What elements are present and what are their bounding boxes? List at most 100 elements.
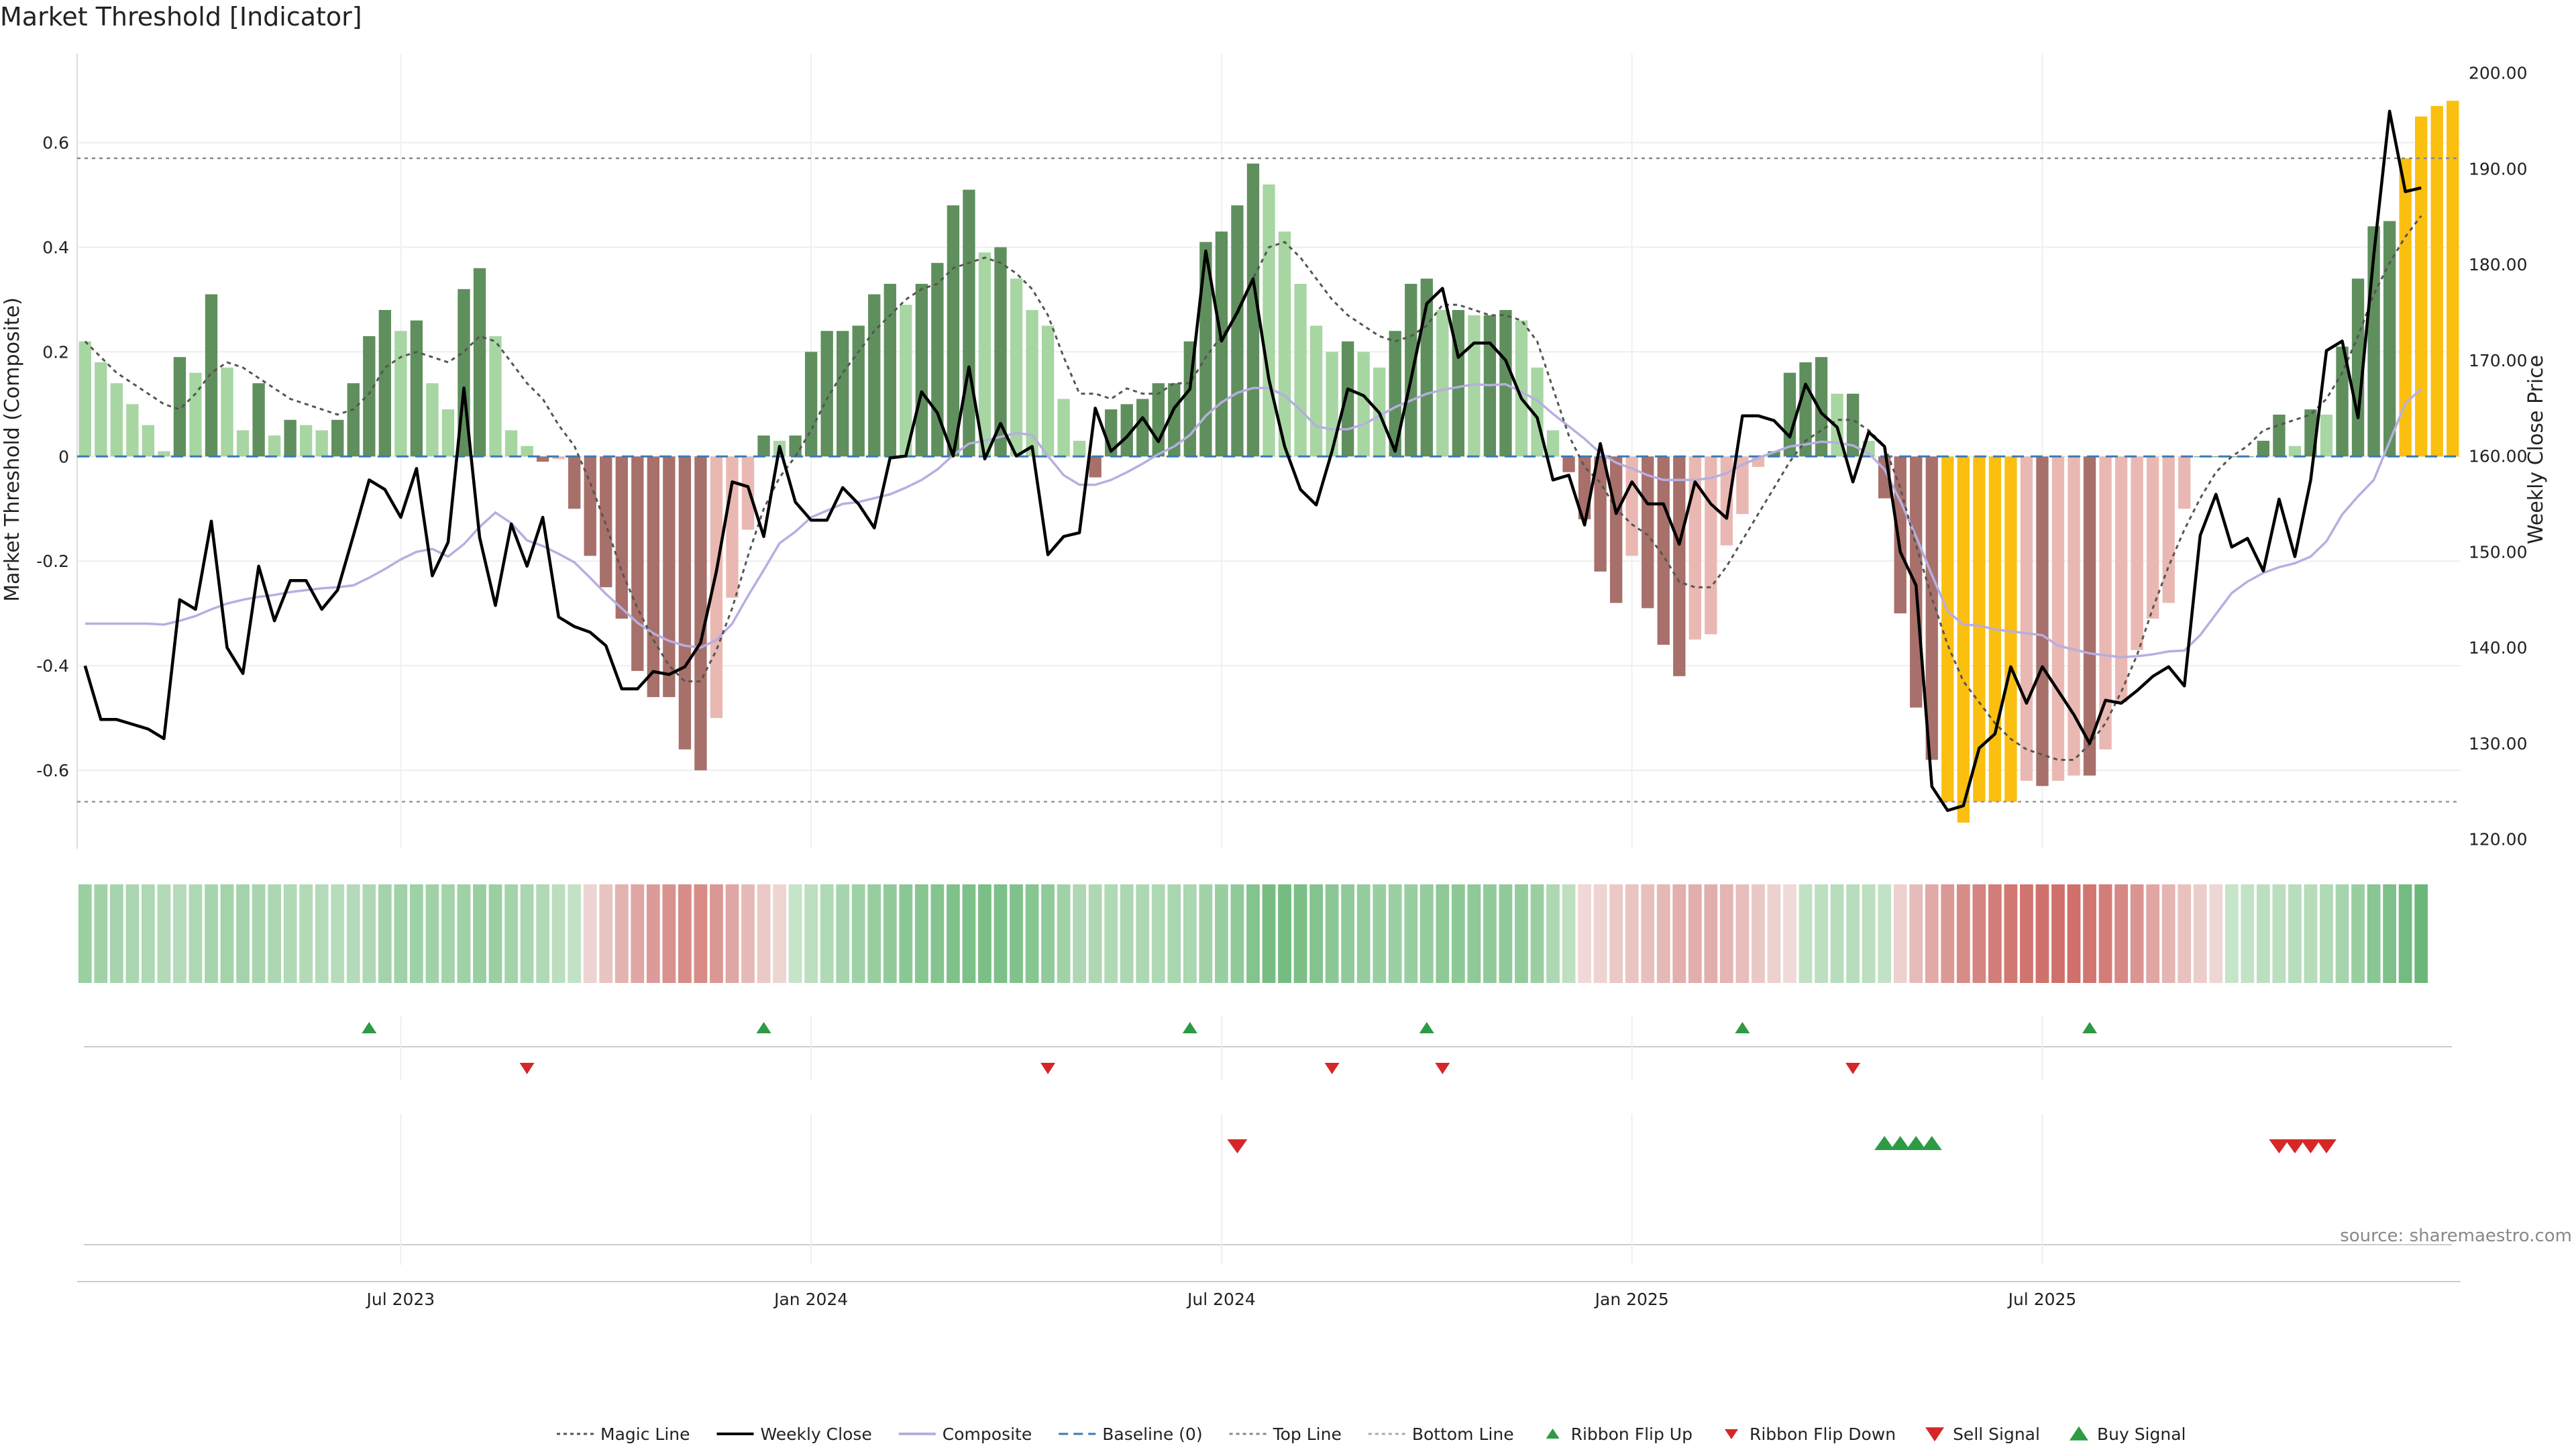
composite-bar (837, 331, 849, 457)
ribbon-cell (1704, 884, 1718, 983)
ribbon-cell (1878, 884, 1892, 983)
ribbon-cell (1483, 884, 1497, 983)
composite-bar (78, 341, 91, 457)
composite-bar (221, 367, 233, 457)
composite-bar (710, 456, 723, 719)
ribbon-cell (978, 884, 991, 983)
ribbon-cell (2304, 884, 2318, 983)
composite-bar (1799, 362, 1812, 457)
ribbon-cell (994, 884, 1008, 983)
ribbon-cell (930, 884, 945, 983)
composite-bar (2036, 456, 2049, 786)
ribbon-cell (1262, 884, 1276, 983)
x-tick-label: Jan 2025 (1594, 1290, 1669, 1309)
ribbon-cell (205, 884, 218, 983)
ribbon-cell (1419, 884, 1434, 983)
composite-bar (1957, 456, 1970, 823)
composite-bar (1057, 399, 1070, 457)
composite-bar (1405, 284, 1417, 457)
composite-bar (2447, 101, 2459, 457)
ribbon-cell (189, 884, 203, 983)
ribbon-cell (599, 884, 613, 983)
ribbon-cell (2414, 884, 2428, 983)
ribbon-cell (173, 884, 186, 983)
ribbon-cell (899, 884, 913, 983)
legend-item: Buy Signal (2069, 1424, 2186, 1444)
x-axis: Jul 2023 Jan 2024 Jul 2024 Jan 2025 Jul 2025 (77, 1281, 2461, 1309)
composite-bar (1941, 456, 1954, 802)
composite-bar (126, 404, 139, 457)
composite-bar (410, 320, 423, 457)
legend-item: Weekly Close (716, 1424, 872, 1444)
ribbon-cell (1909, 884, 1923, 983)
composite-bar (205, 294, 218, 457)
ribbon-cell (1656, 884, 1670, 983)
magic-line (84, 215, 2422, 761)
ribbon-cell (1846, 884, 1860, 983)
composite-bar (378, 310, 392, 457)
legend-label: Weekly Close (761, 1424, 872, 1444)
ribbon-cell (1767, 884, 1781, 983)
composite-bar (2430, 105, 2443, 457)
ribbon-cell (283, 884, 297, 983)
ribbon-cell (299, 884, 313, 983)
ribbon-cell (315, 884, 329, 983)
composite-bar (789, 435, 802, 457)
composite-bar (757, 435, 770, 457)
ribbon-cell (836, 884, 850, 983)
composite-bar (1925, 456, 1938, 760)
ribbon-cell (741, 884, 755, 983)
composite-bar (347, 383, 360, 457)
left-tick-label: 0.4 (42, 238, 69, 257)
legend-item: Top Line (1229, 1424, 1342, 1444)
composite-bar (615, 456, 628, 619)
composite-bar (1720, 456, 1733, 546)
composite-bar (426, 383, 439, 457)
ribbon-cell (1104, 884, 1118, 983)
ribbon-cell (1735, 884, 1750, 983)
composite-bar (1326, 352, 1338, 457)
composite-bar (1673, 456, 1686, 676)
legend-label: Sell Signal (1953, 1424, 2040, 1444)
composite-bar (1341, 341, 1354, 457)
ribbon-cell (820, 884, 834, 983)
ribbon-cell (1404, 884, 1418, 983)
composite-bar (300, 425, 313, 457)
composite-bar (1278, 231, 1291, 457)
ribbon-cell (457, 884, 471, 983)
composite-bar (1215, 231, 1228, 457)
ribbon-flip-down-marker (1324, 1063, 1340, 1074)
legend-item: Sell Signal (1925, 1424, 2040, 1444)
ribbon-cell (1799, 884, 1813, 983)
legend-label: Baseline (0) (1102, 1424, 1202, 1444)
legend-label: Ribbon Flip Down (1750, 1424, 1896, 1444)
ribbon-cell (631, 884, 645, 983)
ribbon-cell (378, 884, 392, 983)
composite-bar (1089, 456, 1102, 478)
ribbon-cell (2209, 884, 2223, 983)
ribbon-cell (2020, 884, 2033, 983)
ribbon-cell (1183, 884, 1197, 983)
ribbon-cell (1641, 884, 1655, 983)
composite-bar (2414, 116, 2428, 457)
ribbon-cell (2383, 884, 2396, 983)
ribbon-cell (78, 884, 92, 983)
ribbon-cell (947, 884, 960, 983)
ribbon-flip-up-marker (1182, 1022, 1197, 1033)
ribbon-cell (1562, 884, 1576, 983)
composite-bar (2383, 221, 2396, 457)
composite-bar (1357, 352, 1370, 457)
composite-bar (663, 456, 676, 697)
ribbon-cell (1578, 884, 1591, 983)
left-tick-label: 0 (58, 447, 69, 466)
buy-signal-marker (1921, 1136, 1942, 1150)
composite-bar (2178, 456, 2191, 509)
ribbon-cell (504, 884, 518, 983)
composite-bar (947, 205, 960, 457)
composite-bar (2288, 446, 2302, 457)
composite-bar (1120, 404, 1133, 457)
composite-bar (1389, 331, 1401, 457)
ribbon-flip-panel (84, 1017, 2452, 1080)
ribbon-cell (1893, 884, 1907, 983)
ribbon-cell (1120, 884, 1134, 983)
